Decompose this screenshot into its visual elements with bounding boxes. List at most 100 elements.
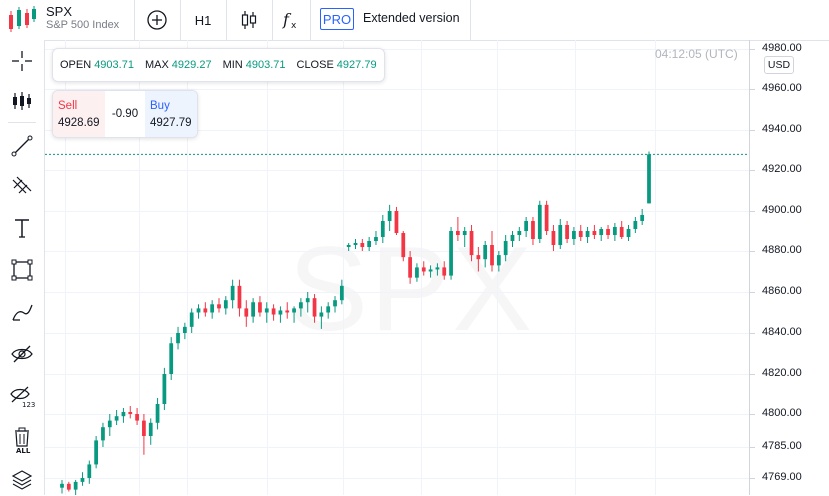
candle-body bbox=[176, 333, 180, 344]
candle-body bbox=[469, 231, 474, 256]
svg-text:f: f bbox=[282, 10, 292, 29]
currency-button[interactable]: USD bbox=[764, 56, 794, 74]
candle-body bbox=[169, 343, 174, 374]
price-tick-label: 4769.00 bbox=[762, 471, 802, 483]
candle-body bbox=[299, 302, 303, 309]
candle-body bbox=[503, 241, 508, 256]
price-tick-label: 4785.00 bbox=[762, 440, 802, 452]
candle-body bbox=[101, 427, 105, 441]
price-tick-label: 4820.00 bbox=[762, 367, 802, 379]
price-tick-mark bbox=[750, 478, 755, 479]
candle-body bbox=[326, 306, 331, 313]
price-axis[interactable]: 4980.00 4960.00 4940.00 4920.00 4900.00 4880.… bbox=[749, 40, 829, 495]
candle-body bbox=[551, 231, 556, 245]
candle-body bbox=[408, 257, 412, 278]
compare-symbol-button[interactable] bbox=[135, 0, 179, 40]
rectangle-tool[interactable] bbox=[6, 254, 38, 286]
candle-body bbox=[66, 483, 71, 490]
pro-badge[interactable]: PRO bbox=[320, 8, 354, 30]
price-tick-label: 4980.00 bbox=[762, 42, 802, 54]
candle-body bbox=[647, 154, 651, 204]
open-value: 4903.71 bbox=[94, 59, 134, 71]
candle-body bbox=[148, 422, 153, 436]
candle-body bbox=[483, 245, 488, 260]
candle-body bbox=[339, 285, 344, 301]
price-tick-mark bbox=[750, 447, 755, 448]
price-tick-mark bbox=[750, 374, 755, 375]
rectangle-icon bbox=[11, 259, 33, 281]
candle-body bbox=[121, 412, 126, 417]
interval-button[interactable]: H1 bbox=[181, 0, 225, 40]
candle-body bbox=[592, 231, 597, 235]
candle-body bbox=[428, 269, 433, 272]
candle-body bbox=[421, 267, 426, 272]
top-toolbar: SPX S&P 500 Index H1 f x PRO Extended ve… bbox=[0, 0, 829, 41]
chart-type-button[interactable] bbox=[227, 0, 271, 40]
measure-tool[interactable]: 123 bbox=[6, 380, 38, 412]
chart-style-tool[interactable] bbox=[6, 85, 38, 117]
candle-body bbox=[456, 231, 460, 235]
crosshair-tool[interactable] bbox=[6, 45, 38, 77]
candle-body bbox=[87, 464, 92, 478]
sell-button[interactable]: Sell 4928.69 bbox=[53, 91, 105, 137]
candle-body bbox=[128, 412, 133, 414]
symbol-selector[interactable]: SPX S&P 500 Index bbox=[46, 5, 119, 32]
buy-button[interactable]: Buy 4927.79 bbox=[145, 91, 197, 137]
candle-body bbox=[94, 440, 99, 465]
price-tick-label: 4860.00 bbox=[762, 285, 802, 297]
utc-clock: 04:12:05 (UTC) bbox=[655, 47, 738, 61]
candle-body bbox=[258, 302, 262, 313]
price-tick-mark bbox=[750, 292, 755, 293]
price-tick-mark bbox=[750, 333, 755, 334]
fib-tool[interactable] bbox=[6, 170, 38, 202]
candle-body bbox=[442, 267, 447, 276]
candle-body bbox=[162, 374, 167, 404]
remove-drawings-tool[interactable]: ALL bbox=[6, 424, 38, 456]
indicators-button[interactable]: f x bbox=[273, 0, 309, 40]
candle-body bbox=[531, 221, 535, 239]
layers-tool[interactable] bbox=[6, 464, 38, 496]
candle-body bbox=[380, 221, 385, 237]
ohlc-legend: OPEN 4903.71 MAX 4929.27 MIN 4903.71 CLO… bbox=[52, 48, 385, 82]
candle-body bbox=[135, 414, 139, 421]
candle-body bbox=[142, 420, 146, 436]
trash-icon: ALL bbox=[15, 427, 31, 453]
brush-tool[interactable] bbox=[6, 296, 38, 328]
hide-drawings-tool[interactable] bbox=[6, 338, 38, 370]
candle-body bbox=[203, 308, 208, 313]
candle-body bbox=[73, 481, 78, 490]
candle-body bbox=[496, 255, 501, 266]
price-tick-mark bbox=[750, 49, 755, 50]
candle-body bbox=[264, 308, 269, 313]
candle-body bbox=[155, 404, 160, 423]
trend-line-tool[interactable] bbox=[6, 130, 38, 162]
candle-body bbox=[449, 231, 453, 276]
text-tool[interactable] bbox=[6, 212, 38, 244]
price-tick-mark bbox=[750, 211, 755, 212]
candle-body bbox=[606, 229, 610, 235]
max-value: 4929.27 bbox=[171, 59, 212, 71]
extended-version-link[interactable]: Extended version bbox=[363, 11, 460, 25]
price-tick-label: 4800.00 bbox=[762, 407, 802, 419]
add-symbol-icon bbox=[147, 10, 167, 30]
candle-body bbox=[189, 312, 194, 327]
hide-drawings-icon bbox=[11, 345, 33, 363]
toolbar-divider bbox=[134, 0, 135, 40]
candle-body bbox=[60, 483, 64, 488]
candle-body bbox=[544, 204, 549, 231]
price-tick-mark bbox=[750, 251, 755, 252]
open-label: OPEN bbox=[60, 59, 92, 71]
candle-body bbox=[510, 235, 515, 241]
layers-icon bbox=[11, 470, 33, 490]
close-label: CLOSE bbox=[296, 59, 334, 71]
svg-text:123: 123 bbox=[22, 401, 35, 408]
candle-body bbox=[292, 308, 296, 313]
price-chart[interactable] bbox=[45, 40, 749, 495]
toolbar-divider bbox=[470, 0, 471, 40]
candle-body bbox=[360, 243, 365, 247]
candles-icon bbox=[241, 11, 257, 29]
candle-body bbox=[312, 298, 317, 317]
price-tick-label: 4920.00 bbox=[762, 163, 802, 175]
candle-body bbox=[271, 308, 276, 315]
candle-body bbox=[626, 229, 631, 237]
